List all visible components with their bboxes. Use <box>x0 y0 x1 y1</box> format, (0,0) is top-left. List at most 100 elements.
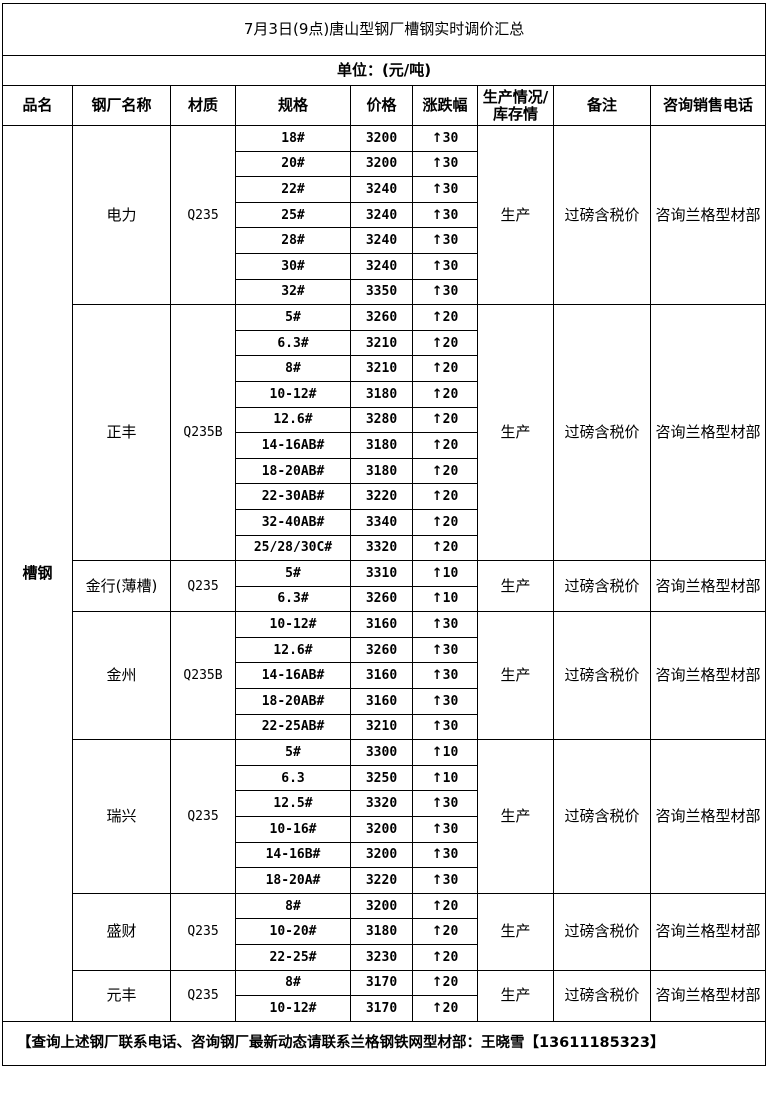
change-value: 10 <box>442 591 459 607</box>
table-row: 22# 3240 ↑30 <box>3 176 766 203</box>
production-status: 生产 <box>477 560 554 613</box>
table-row: 18-20A# 3220 ↑30 <box>3 867 766 894</box>
table-row: 22-30AB# 3220 ↑20 <box>3 483 766 510</box>
spec: 5# <box>235 560 351 587</box>
change: ↑20 <box>412 406 478 434</box>
mill-name: 金州 <box>72 611 171 741</box>
arrow-up-icon: ↑ <box>431 617 443 633</box>
change-value: 20 <box>442 386 459 402</box>
change: ↑20 <box>412 534 478 562</box>
change: ↑20 <box>412 995 478 1022</box>
spec: 22-30AB# <box>235 483 351 510</box>
spec: 10-12# <box>235 611 351 638</box>
mill-name: 元丰 <box>72 969 171 1022</box>
header-product: 品名 <box>2 85 73 126</box>
change-value: 20 <box>442 309 459 325</box>
material: Q235 <box>170 560 236 613</box>
contact: 咨询兰格型材部 <box>649 124 767 306</box>
spec: 12.6# <box>235 406 351 434</box>
change-value: 30 <box>442 668 459 684</box>
table-row: 10-12# 3180 ↑20 <box>3 380 766 408</box>
change: ↑20 <box>412 483 478 510</box>
arrow-up-icon: ↑ <box>431 847 443 863</box>
contact: 咨询兰格型材部 <box>649 611 767 741</box>
table-row: 瑞兴 Q235 5# 3300 ↑10 生产 过磅含税价 咨询兰格型材部 <box>3 739 767 894</box>
change-value: 30 <box>442 642 459 658</box>
material: Q235B <box>170 611 236 741</box>
change-value: 10 <box>442 745 459 761</box>
spec: 8# <box>235 892 351 920</box>
material: Q235 <box>170 739 236 894</box>
arrow-up-icon: ↑ <box>431 309 443 325</box>
change: ↑20 <box>412 508 478 536</box>
contact: 咨询兰格型材部 <box>649 969 767 1022</box>
change-value: 20 <box>442 361 459 377</box>
change-value: 20 <box>442 898 459 914</box>
table-row: 18-20AB# 3180 ↑20 <box>3 457 766 485</box>
material: Q235 <box>170 969 236 1022</box>
header-mill: 钢厂名称 <box>72 85 171 126</box>
change-value: 30 <box>442 233 459 249</box>
table-row: 32# 3350 ↑30 <box>3 278 766 306</box>
spec: 18-20A# <box>235 867 351 894</box>
contact: 咨询兰格型材部 <box>649 739 767 894</box>
note: 过磅含税价 <box>553 739 651 894</box>
price: 3170 <box>350 969 413 997</box>
price: 3160 <box>350 611 413 638</box>
arrow-up-icon: ↑ <box>431 489 443 505</box>
price: 3320 <box>350 790 413 818</box>
price: 3180 <box>350 918 413 945</box>
price: 3220 <box>350 867 413 894</box>
mill-name: 金行(薄槽) <box>72 560 171 613</box>
arrow-up-icon: ↑ <box>431 770 443 786</box>
mill-name: 瑞兴 <box>72 739 171 894</box>
contact: 咨询兰格型材部 <box>649 892 767 971</box>
change-value: 10 <box>442 565 459 581</box>
arrow-up-icon: ↑ <box>431 949 443 965</box>
table-row: 30# 3240 ↑30 <box>3 252 766 280</box>
contact: 咨询兰格型材部 <box>649 560 767 613</box>
change: ↑20 <box>412 380 478 408</box>
spec: 22# <box>235 176 351 203</box>
arrow-up-icon: ↑ <box>431 463 443 479</box>
production-status: 生产 <box>477 124 554 306</box>
price: 3240 <box>350 201 413 229</box>
arrow-up-icon: ↑ <box>431 745 443 761</box>
arrow-up-icon: ↑ <box>431 156 443 172</box>
change: ↑10 <box>412 739 478 766</box>
material: Q235 <box>170 892 236 971</box>
price: 3300 <box>350 739 413 766</box>
arrow-up-icon: ↑ <box>431 591 443 607</box>
spec: 14-16AB# <box>235 432 351 459</box>
arrow-up-icon: ↑ <box>431 668 443 684</box>
table-row: 6.3# 3260 ↑10 <box>3 585 766 613</box>
product-name: 槽钢 <box>2 125 73 1022</box>
price: 3280 <box>350 406 413 434</box>
spec: 12.5# <box>235 790 351 818</box>
price: 3200 <box>350 150 413 178</box>
spec: 30# <box>235 252 351 280</box>
price: 3210 <box>350 355 413 382</box>
change: ↑30 <box>412 636 478 664</box>
spec: 14-16B# <box>235 841 351 869</box>
change-value: 30 <box>442 821 459 837</box>
change-value: 30 <box>442 156 459 172</box>
change-value: 30 <box>442 873 459 889</box>
spec: 5# <box>235 304 351 331</box>
change-value: 30 <box>442 719 459 735</box>
spec: 14-16AB# <box>235 662 351 690</box>
arrow-up-icon: ↑ <box>431 130 443 146</box>
arrow-up-icon: ↑ <box>431 642 443 658</box>
arrow-up-icon: ↑ <box>431 181 443 197</box>
price: 3200 <box>350 125 413 152</box>
change-value: 20 <box>442 412 459 428</box>
arrow-up-icon: ↑ <box>431 335 443 351</box>
change-value: 20 <box>442 514 459 530</box>
arrow-up-icon: ↑ <box>431 258 443 274</box>
change-value: 20 <box>442 949 459 965</box>
change: ↑20 <box>412 329 478 357</box>
change-value: 30 <box>442 693 459 709</box>
footer-row: 【查询上述钢厂联系电话、咨询钢厂最新动态请联系兰格钢铁网型材部：王晓雪【1361… <box>1 1020 767 1066</box>
change-value: 30 <box>442 207 459 223</box>
spec: 6.3# <box>235 329 351 357</box>
